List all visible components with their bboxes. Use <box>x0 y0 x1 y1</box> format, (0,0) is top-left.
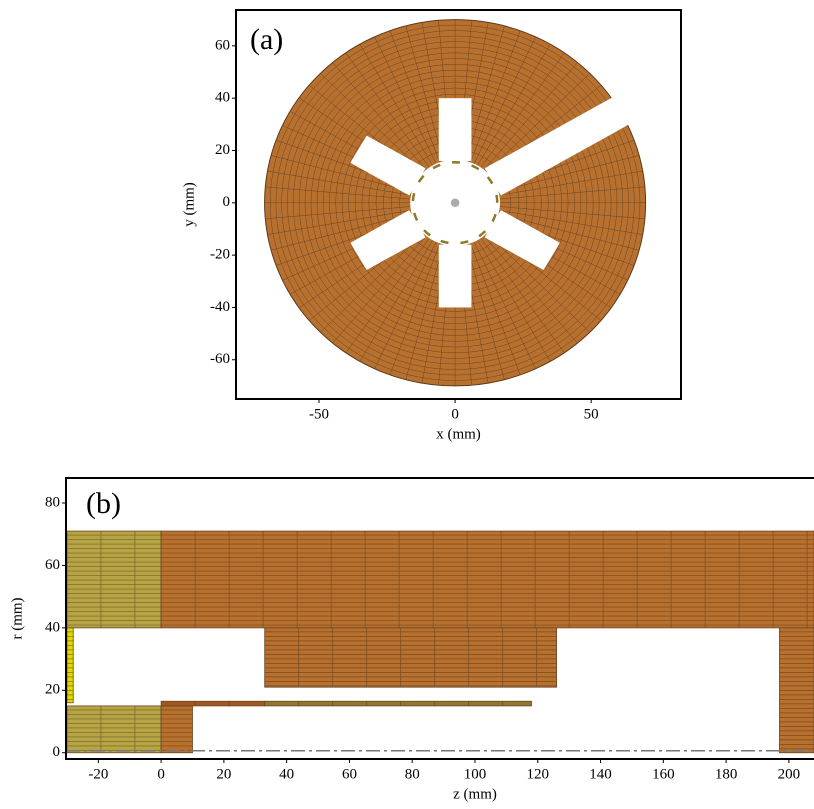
x-axis-label: x (mm) <box>436 426 481 442</box>
panel-label: (a) <box>250 23 283 56</box>
slot <box>439 245 472 308</box>
x-tick-label: 120 <box>527 766 550 782</box>
slot <box>439 98 472 161</box>
y-tick-label: 20 <box>45 682 60 698</box>
x-tick-label: 180 <box>715 766 738 782</box>
y-tick-label: 0 <box>53 744 61 760</box>
y-tick-label: -40 <box>210 299 230 315</box>
y-axis-label: y (mm) <box>181 182 197 227</box>
region <box>67 628 73 703</box>
y-tick-label: 60 <box>215 37 230 53</box>
region <box>161 531 814 628</box>
x-tick-label: -20 <box>88 766 108 782</box>
y-tick-label: 0 <box>223 194 231 210</box>
x-tick-label: 200 <box>778 766 801 782</box>
x-tick-label: 160 <box>652 766 675 782</box>
y-tick-label: 40 <box>45 619 60 635</box>
plot-area <box>66 531 814 753</box>
x-tick-label: -50 <box>309 406 329 422</box>
y-tick-label: 60 <box>45 557 60 573</box>
y-axis-label: r (mm) <box>9 597 25 639</box>
x-tick-label: 0 <box>157 766 165 782</box>
y-tick-label: 20 <box>215 142 230 158</box>
plot-area <box>265 20 648 386</box>
region <box>161 701 265 706</box>
x-tick-label: 20 <box>216 766 231 782</box>
x-axis-label: z (mm) <box>453 786 497 802</box>
figure: -50 0 50 -60 -40 -20 0 20 40 60 x (mm) y (mm) (a) -20… <box>0 0 814 809</box>
y-tick-label: 40 <box>215 90 230 106</box>
disk <box>265 20 648 386</box>
region <box>265 701 532 706</box>
region <box>67 531 161 628</box>
x-tick-label: 60 <box>342 766 357 782</box>
x-tick-label: 140 <box>589 766 612 782</box>
x-tick-label: 80 <box>405 766 420 782</box>
y-tick-label: -60 <box>210 351 230 367</box>
x-tick-label: 0 <box>451 406 459 422</box>
x-tick-label: 50 <box>584 406 599 422</box>
y-tick-label: 80 <box>45 494 60 510</box>
center-dot <box>451 199 460 207</box>
region <box>265 628 557 687</box>
x-tick-label: 100 <box>464 766 487 782</box>
y-tick-label: -20 <box>210 247 230 263</box>
panel-label: (b) <box>86 487 121 520</box>
x-tick-label: 40 <box>279 766 294 782</box>
